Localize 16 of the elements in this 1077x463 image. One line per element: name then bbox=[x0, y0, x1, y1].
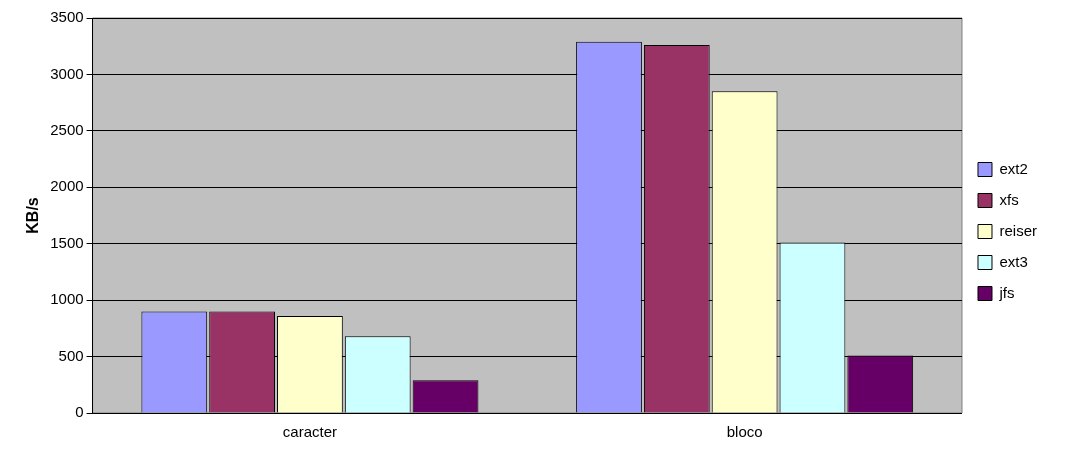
y-axis-title: KB/s bbox=[24, 197, 42, 234]
y-tick-label: 2000 bbox=[50, 177, 84, 195]
y-tick-label: 2500 bbox=[50, 121, 84, 138]
y-tick-label: 3500 bbox=[50, 8, 84, 26]
y-tick-label: 1500 bbox=[50, 233, 84, 251]
x-tick-label: bloco bbox=[726, 423, 763, 441]
legend-label: ext3 bbox=[999, 252, 1028, 270]
legend-label: reiser bbox=[999, 221, 1038, 239]
y-tick-label: 500 bbox=[58, 346, 84, 364]
y-tick-label: 1000 bbox=[50, 290, 84, 308]
legend-label: jfs bbox=[998, 283, 1015, 301]
y-tick-label: 3000 bbox=[50, 64, 84, 82]
legend-label: ext2 bbox=[999, 159, 1028, 177]
y-tick-label: 0 bbox=[75, 403, 84, 421]
x-tick-label: caracter bbox=[282, 423, 338, 441]
legend-label: xfs bbox=[999, 190, 1019, 208]
